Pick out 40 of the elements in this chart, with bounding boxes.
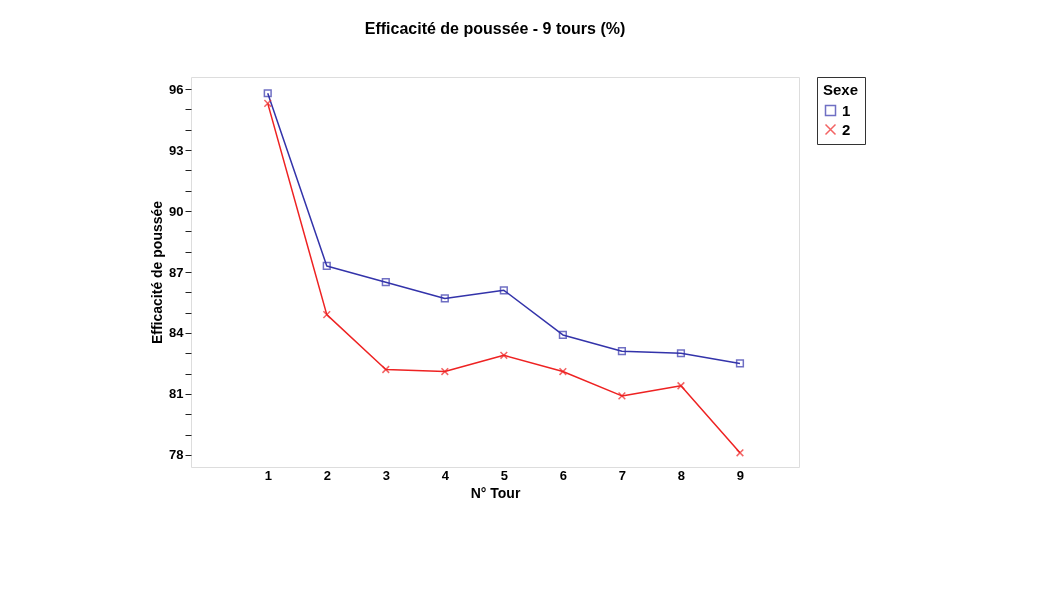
point [440,367,449,376]
y-tick-label: 93 [169,142,184,158]
x-tick-label: 7 [618,467,627,483]
y-axis-title: Efficacité de poussée [149,200,166,345]
x-tick-label: 9 [736,467,745,483]
point [735,448,745,457]
legend-label: 1 [842,101,851,119]
point [558,367,567,376]
chart-title: Efficacité de poussée - 9 tours (%) [364,19,626,37]
x-tick-label: 1 [264,467,272,483]
x-tick-label: 4 [441,467,450,483]
point [499,286,508,295]
x-tick-label: 3 [382,467,390,483]
y-tick-label: 84 [169,325,185,341]
x-tick-label: 5 [500,467,508,483]
y-tick-label: 78 [169,447,184,463]
x-tick-label: 8 [677,467,686,483]
y-tick-label: 81 [169,386,184,402]
point [263,89,272,98]
y-tick-label: 90 [169,203,184,219]
point [558,330,567,340]
point [440,294,449,303]
x-tick-label: 6 [559,467,567,483]
x-tick-label: 2 [323,467,331,483]
point [735,359,745,368]
point [676,381,686,390]
y-tick-label: 87 [169,264,184,280]
point [617,391,627,401]
point [381,365,390,374]
x-axis-title: N° Tour [470,484,521,501]
point [322,261,331,271]
legend-title: Sexe [823,81,859,98]
y-tick-label: 96 [169,81,184,97]
point [381,278,390,287]
legend-label: 2 [842,120,851,138]
point [263,99,272,108]
point [322,310,331,319]
point [499,351,508,360]
point [676,349,686,358]
point [617,347,627,356]
